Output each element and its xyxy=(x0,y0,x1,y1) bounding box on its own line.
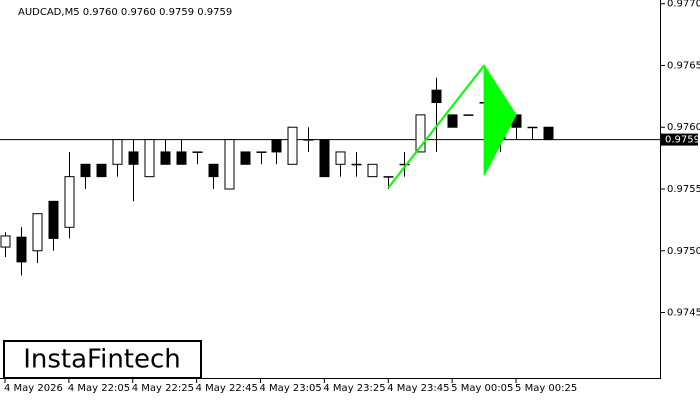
candle-body xyxy=(176,151,187,165)
logo: InstaFintech xyxy=(23,345,181,375)
chart-title: AUDCAD,M5 0.9760 0.9760 0.9759 0.9759 xyxy=(18,7,232,18)
candle-body xyxy=(128,151,139,165)
candle-body xyxy=(271,139,282,153)
y-tick-label: 0.9755 xyxy=(667,184,700,195)
candle-body xyxy=(319,139,330,178)
current-price-label: 0.9759 xyxy=(665,135,700,146)
x-tick-label: 4 May 2026 xyxy=(4,383,63,394)
y-tick-label: 0.9765 xyxy=(667,60,700,71)
candle-body xyxy=(112,139,123,165)
candle-body xyxy=(543,126,554,141)
x-tick-label: 4 May 23:45 xyxy=(387,383,449,394)
candle-body xyxy=(287,126,298,165)
candle-body xyxy=(383,176,394,178)
x-tick-label: 4 May 22:45 xyxy=(196,383,258,394)
candle-body xyxy=(415,114,426,153)
candle-body xyxy=(224,139,235,190)
candle-body xyxy=(48,200,59,239)
candle-body xyxy=(208,163,219,178)
candle-body xyxy=(32,213,43,252)
y-tick-label: 0.9760 xyxy=(667,122,700,133)
candle-body xyxy=(96,163,107,178)
x-tick-label: 4 May 22:25 xyxy=(132,383,194,394)
candle-body xyxy=(64,176,75,228)
pattern-pole xyxy=(387,64,485,189)
candle-body xyxy=(351,163,362,166)
y-tick-label: 0.9770 xyxy=(667,0,700,10)
plot-area xyxy=(0,63,660,276)
x-tick-label: 5 May 00:05 xyxy=(451,383,513,394)
logo-box xyxy=(3,340,202,379)
x-tick-label: 4 May 22:05 xyxy=(68,383,130,394)
y-tick-label: 0.9745 xyxy=(667,308,700,319)
candle-body xyxy=(431,89,442,104)
candle-body xyxy=(335,151,346,165)
candle-body xyxy=(0,235,11,248)
x-tick-label: 5 May 00:25 xyxy=(515,383,577,394)
candle-body xyxy=(367,163,378,178)
pattern-flag xyxy=(483,63,517,176)
candle-body xyxy=(303,139,314,141)
candle-body xyxy=(144,139,155,178)
candle-body xyxy=(160,151,171,165)
candle-body xyxy=(16,236,27,263)
candle-body xyxy=(192,151,203,153)
candle-body xyxy=(463,114,474,116)
current-price-tag xyxy=(661,133,698,146)
candle-body xyxy=(399,163,410,166)
candle-body xyxy=(240,151,251,165)
x-tick-label: 4 May 23:25 xyxy=(323,383,385,394)
candle-body xyxy=(256,151,267,153)
candle-body xyxy=(447,114,458,128)
y-tick-label: 0.9750 xyxy=(667,246,700,257)
candle-body xyxy=(80,163,91,178)
x-tick-label: 4 May 23:05 xyxy=(260,383,322,394)
candle-body xyxy=(527,126,538,129)
